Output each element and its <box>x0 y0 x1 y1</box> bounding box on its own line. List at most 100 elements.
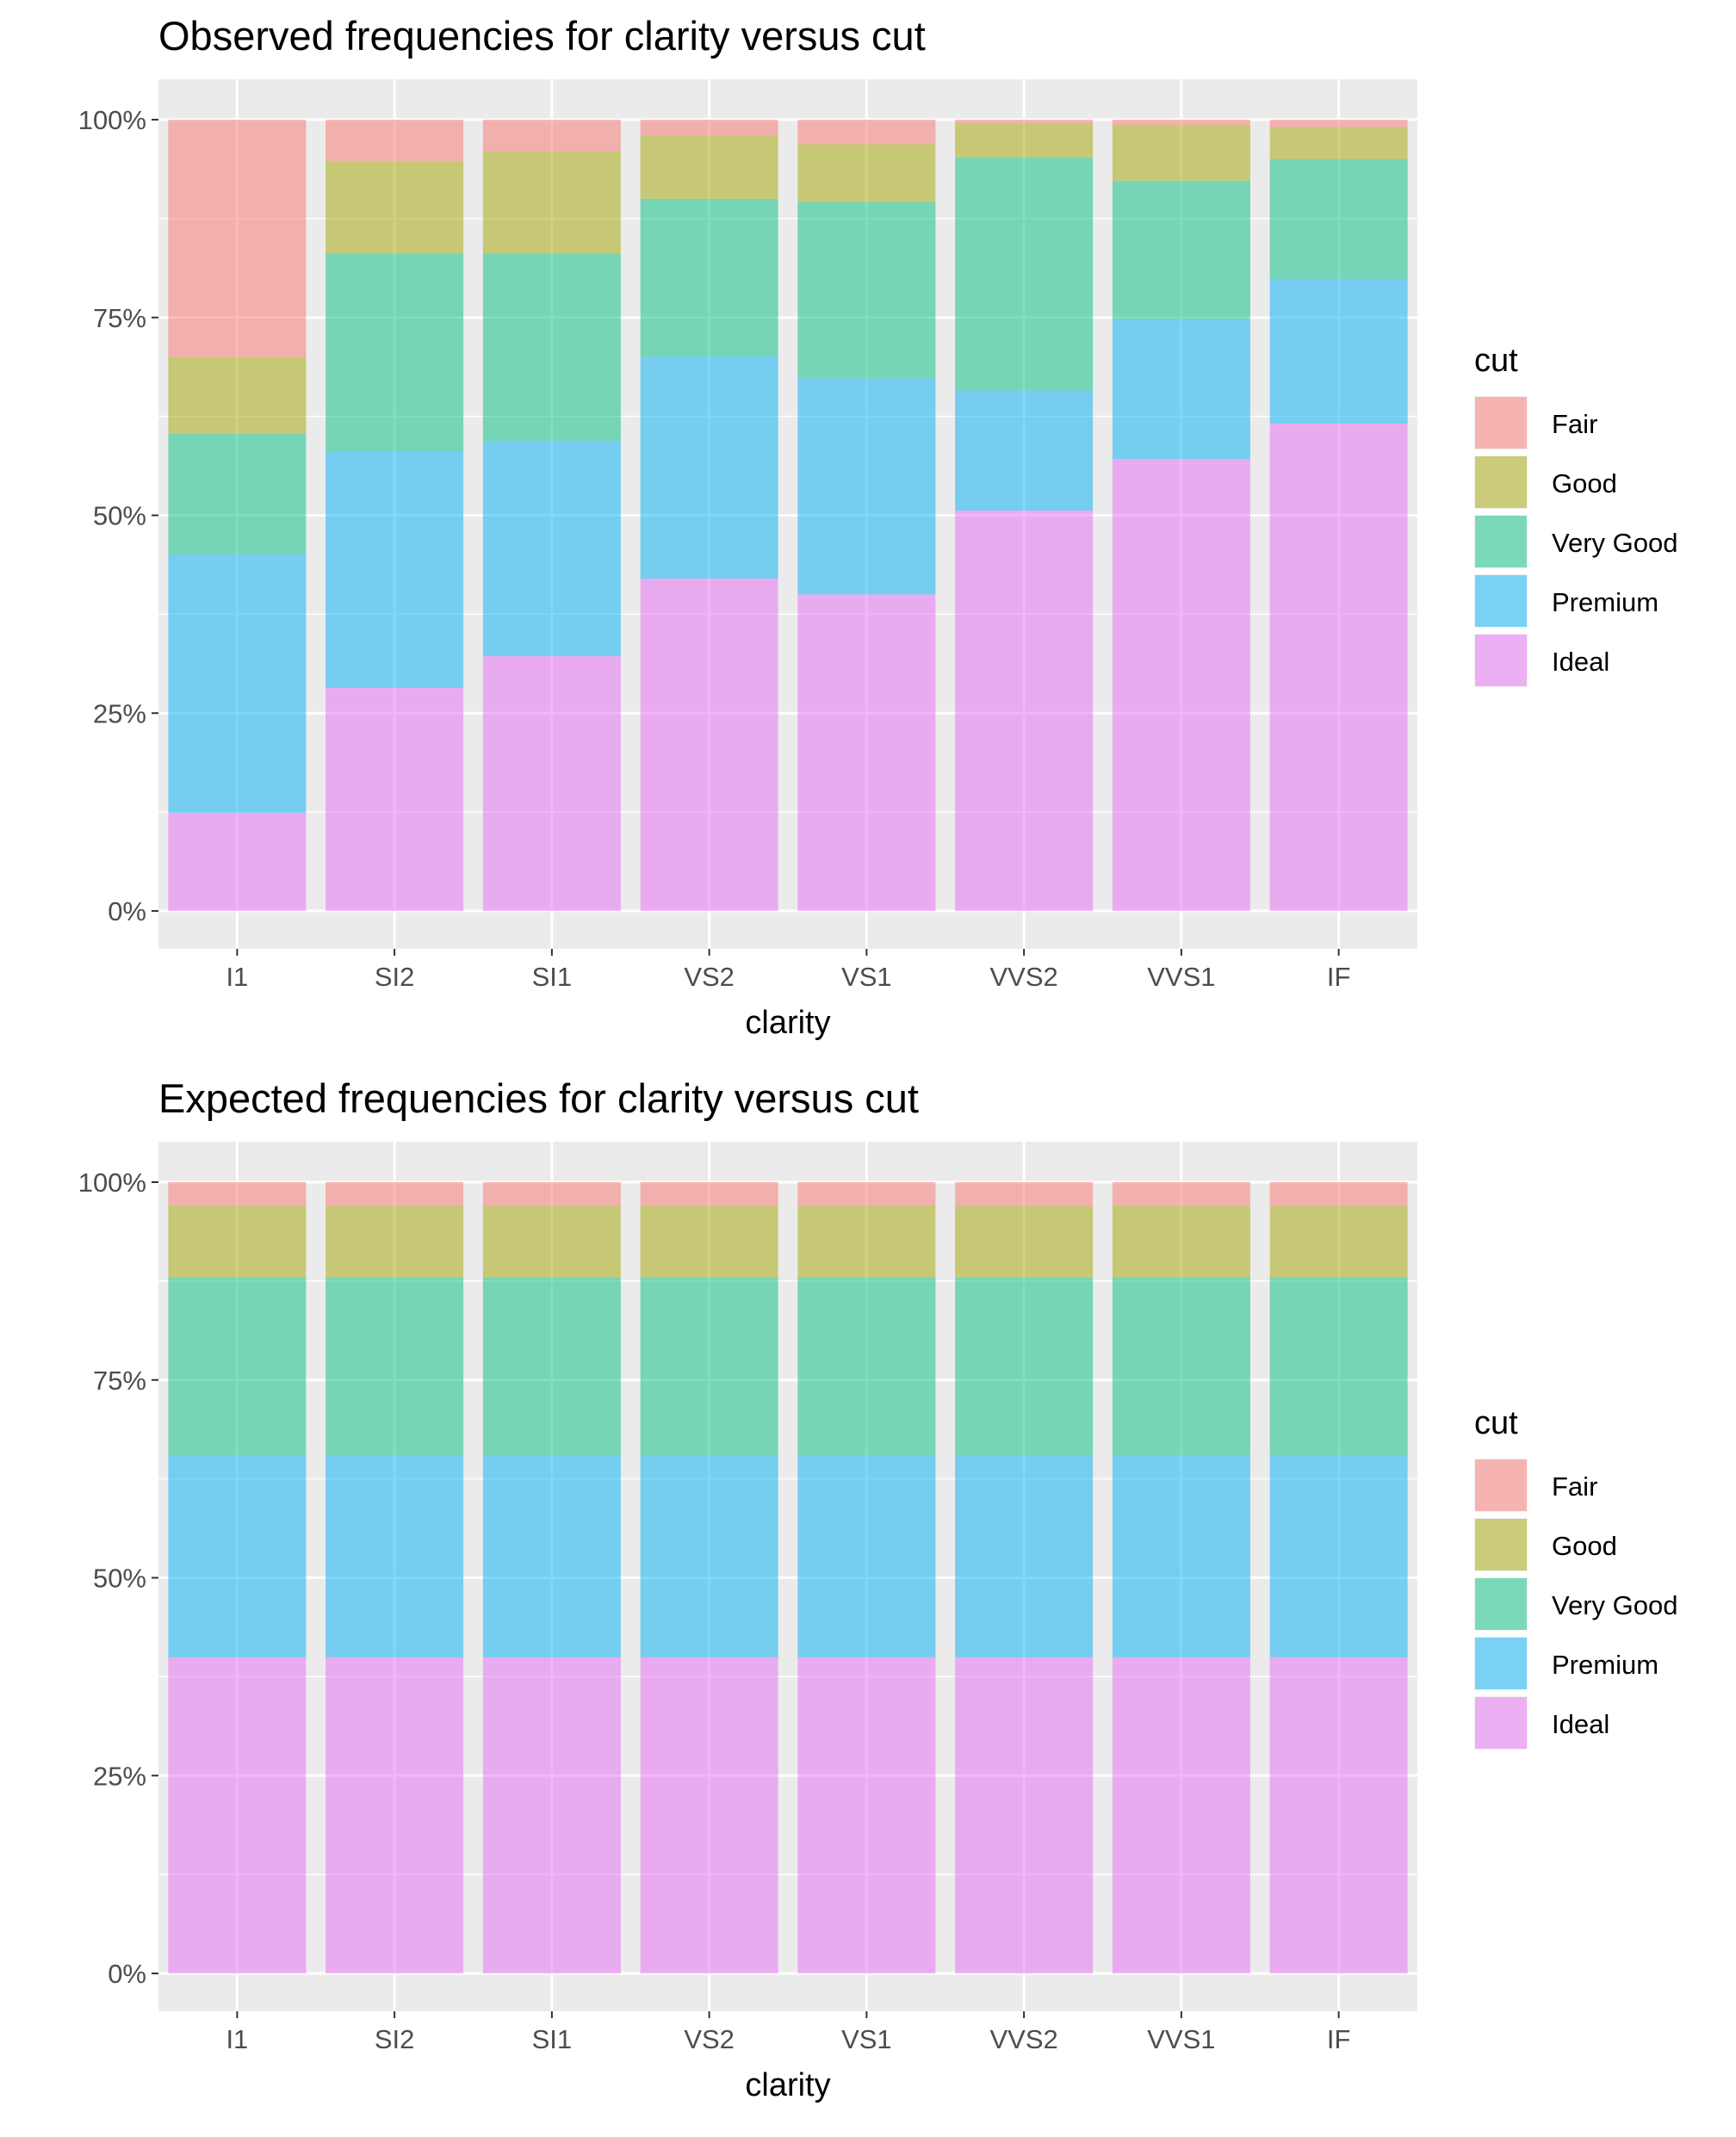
chart-1: Observed frequencies for clarity versus … <box>78 13 1678 1041</box>
bar-segment-VVS2-premium <box>955 1454 1094 1657</box>
bar-segment-SI1-very-good <box>482 1278 621 1455</box>
bar-segment-I1-fair <box>168 120 307 357</box>
bar-segment-SI2-fair <box>326 120 464 161</box>
bar-segment-IF-premium <box>1269 278 1408 424</box>
legend-swatch-good <box>1475 1519 1527 1570</box>
bar-segment-SI1-fair <box>482 120 621 152</box>
bar-segment-IF-premium <box>1269 1454 1408 1657</box>
bar-segment-SI1-premium <box>482 1454 621 1657</box>
y-tick-label: 100% <box>78 105 146 135</box>
bar-segment-I1-good <box>168 356 307 434</box>
bar-segment-SI2-premium <box>326 1454 464 1657</box>
bar-segment-VS1-good <box>797 1205 936 1279</box>
bar-segment-VVS2-ideal <box>955 510 1094 911</box>
x-axis-label: clarity <box>745 1005 830 1041</box>
legend: cut Fair Good Very Good Premium Ideal <box>1474 343 1677 687</box>
bar-segment-VS2-good <box>640 1205 778 1279</box>
bar-segment-IF-ideal <box>1269 1657 1408 1973</box>
legend-title: cut <box>1474 343 1518 379</box>
legend-swatch-very-good <box>1475 516 1527 567</box>
bar-segment-SI2-ideal <box>326 1657 464 1973</box>
bar-segment-VVS1-ideal <box>1112 1657 1250 1973</box>
bar-segment-VVS1-good <box>1112 125 1250 181</box>
bar-segment-VS2-ideal <box>640 1657 778 1973</box>
bar-segment-VS1-ideal <box>797 594 936 911</box>
y-tick-label: 0% <box>108 1959 146 1989</box>
x-tick-label: VVS1 <box>1147 962 1215 992</box>
bar-segment-IF-fair <box>1269 120 1408 128</box>
bar-segment-IF-fair <box>1269 1182 1408 1206</box>
bar-segment-VVS2-good <box>955 123 1094 158</box>
bar-segment-SI2-premium <box>326 451 464 688</box>
bar-segment-I1-ideal <box>168 1657 307 1973</box>
bar-segment-VVS1-very-good <box>1112 1278 1250 1455</box>
x-tick-label: IF <box>1327 2024 1351 2054</box>
y-tick-label: 25% <box>93 1761 146 1791</box>
bar-segment-VS2-good <box>640 135 778 199</box>
legend-label: Premium <box>1552 1650 1658 1680</box>
bar-segment-I1-ideal <box>168 813 307 911</box>
bar-segment-VVS1-fair <box>1112 1182 1250 1206</box>
bar-segment-VS1-very-good <box>797 201 936 379</box>
chart-title: Observed frequencies for clarity versus … <box>158 13 926 59</box>
legend-label: Very Good <box>1552 528 1677 558</box>
bar-segment-SI1-very-good <box>482 253 621 442</box>
x-tick-label: VVS2 <box>989 2024 1057 2054</box>
bar-segment-SI1-good <box>482 151 621 254</box>
y-tick-label: 50% <box>93 501 146 531</box>
bar-segment-VVS2-premium <box>955 390 1094 511</box>
x-tick-label: SI1 <box>532 962 573 992</box>
bar-segment-SI2-good <box>326 160 464 254</box>
x-tick-label: VS1 <box>841 2024 892 2054</box>
bar-segment-SI1-ideal <box>482 1657 621 1973</box>
bar-segment-I1-good <box>168 1205 307 1279</box>
bar-segment-I1-very-good <box>168 1278 307 1455</box>
y-tick-label: 50% <box>93 1564 146 1594</box>
legend-swatch-very-good <box>1475 1578 1527 1630</box>
bar-segment-SI1-fair <box>482 1182 621 1206</box>
bar-segment-VVS2-fair <box>955 120 1094 124</box>
bar-segment-VS2-premium <box>640 1454 778 1657</box>
y-tick-label: 100% <box>78 1168 146 1198</box>
x-tick-label: IF <box>1327 962 1351 992</box>
x-tick-label: I1 <box>226 2024 248 2054</box>
bar-segment-VVS2-ideal <box>955 1657 1094 1973</box>
bar-segment-VS1-fair <box>797 120 936 145</box>
bar-segment-VS2-premium <box>640 356 778 579</box>
bar-segment-IF-very-good <box>1269 158 1408 279</box>
legend-swatch-ideal <box>1475 1697 1527 1749</box>
bar-segment-VS1-ideal <box>797 1657 936 1973</box>
x-tick-label: VVS1 <box>1147 2024 1215 2054</box>
bar-segment-I1-premium <box>168 1454 307 1657</box>
bar-segment-I1-very-good <box>168 433 307 554</box>
legend-swatch-fair <box>1475 1459 1527 1511</box>
bar-segment-VS1-very-good <box>797 1278 936 1455</box>
x-tick-label: VS2 <box>684 962 735 992</box>
x-tick-label: VVS2 <box>989 962 1057 992</box>
bar-segment-SI2-very-good <box>326 253 464 452</box>
bar-segment-VS1-premium <box>797 1454 936 1657</box>
legend: cut Fair Good Very Good Premium Ideal <box>1474 1405 1677 1750</box>
legend-label: Good <box>1552 1531 1617 1561</box>
bar-segment-I1-premium <box>168 554 307 814</box>
y-tick-label: 0% <box>108 896 146 926</box>
bar-segment-SI2-fair <box>326 1182 464 1206</box>
legend-swatch-fair <box>1475 397 1527 449</box>
legend-label: Very Good <box>1552 1590 1677 1620</box>
bar-segment-VS1-good <box>797 144 936 202</box>
bar-segment-VS1-premium <box>797 378 936 595</box>
x-tick-label: VS2 <box>684 2024 735 2054</box>
bar-segment-VVS2-fair <box>955 1182 1094 1206</box>
legend-swatch-premium <box>1475 575 1527 627</box>
legend-swatch-ideal <box>1475 635 1527 686</box>
bar-segment-VVS2-very-good <box>955 158 1094 391</box>
bar-segment-VVS2-very-good <box>955 1278 1094 1455</box>
bar-segment-SI1-good <box>482 1205 621 1279</box>
bar-segment-VVS1-ideal <box>1112 459 1250 911</box>
bar-segment-VVS1-fair <box>1112 120 1250 126</box>
bar-segment-SI1-ideal <box>482 656 621 911</box>
bar-segment-VS1-fair <box>797 1182 936 1206</box>
legend-title: cut <box>1474 1405 1518 1441</box>
legend-label: Ideal <box>1552 1709 1609 1739</box>
